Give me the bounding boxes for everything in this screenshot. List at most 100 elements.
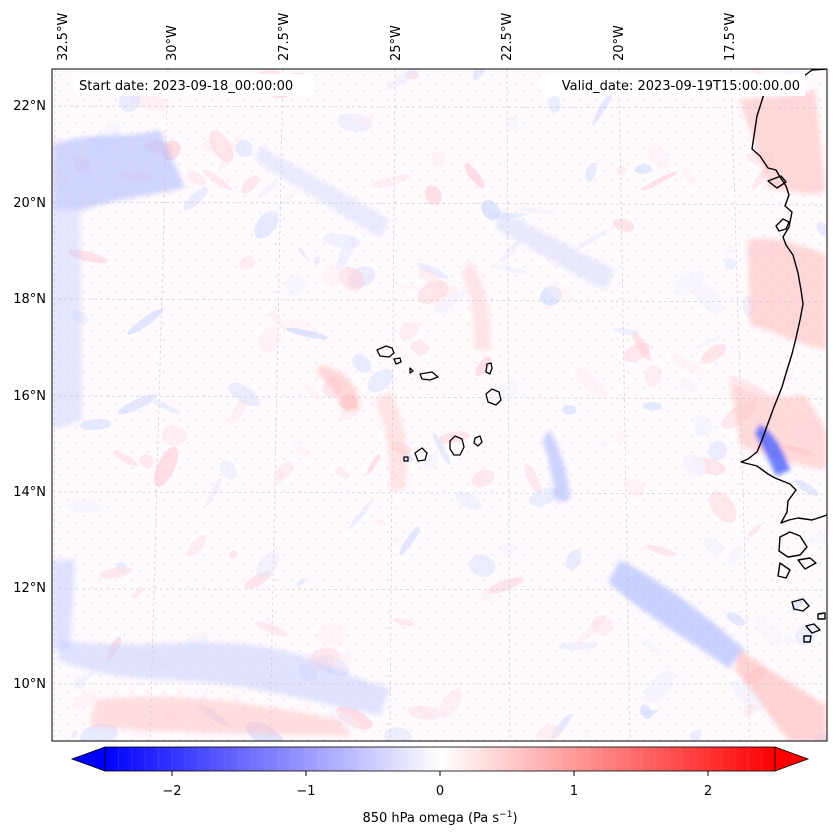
lon-label-30w: 30°W xyxy=(165,25,180,61)
omega-texture-patch xyxy=(219,460,237,480)
lat-label-20n: 20°N xyxy=(13,196,46,211)
omega-texture-patch xyxy=(99,566,133,579)
omega-texture-patch xyxy=(219,133,244,170)
omega-texture-patch xyxy=(514,207,556,214)
lon-label-32-5w: 32.5°W xyxy=(56,13,71,61)
colorbar-extension-outline xyxy=(70,746,106,772)
omega-texture-patch xyxy=(623,477,645,498)
omega-texture-patch xyxy=(352,353,372,373)
omega-texture-patch xyxy=(724,258,737,270)
omega-texture-patch xyxy=(424,185,442,206)
omega-texture-patch xyxy=(575,614,607,646)
omega-texture-patch xyxy=(366,453,381,475)
omega-texture-patch xyxy=(398,321,419,341)
omega-texture-patch xyxy=(781,372,794,384)
lon-label-25w: 25°W xyxy=(389,25,404,61)
omega-texture-patch xyxy=(255,621,289,637)
omega-texture-patch xyxy=(336,235,356,271)
omega-texture-patch xyxy=(475,356,492,377)
colorbar-label-0: 0 xyxy=(436,784,444,799)
omega-texture-patch xyxy=(397,284,421,291)
omega-texture-patch xyxy=(613,218,635,232)
start-date-background xyxy=(74,74,314,96)
omega-texture-patch xyxy=(72,675,87,690)
omega-texture-patch xyxy=(322,233,361,249)
omega-texture-patch xyxy=(241,175,259,194)
omega-texture-patch xyxy=(547,96,562,113)
omega-texture-patch xyxy=(550,714,572,740)
omega-texture-patch xyxy=(76,670,96,687)
omega-texture-patch xyxy=(585,163,597,182)
omega-texture-patch xyxy=(229,550,238,559)
omega-texture-patch xyxy=(481,199,500,220)
valid-date-label: Valid_date: 2023-09-19T15:00:00.00 xyxy=(562,79,800,94)
omega-texture-patch xyxy=(561,404,577,415)
colorbar-extension-outline-right xyxy=(774,746,810,772)
omega-texture-patch xyxy=(640,704,652,720)
colorbar-label-minus1: −1 xyxy=(296,784,315,799)
omega-texture-patch xyxy=(464,163,485,189)
lon-label-17-5w: 17.5°W xyxy=(723,13,738,61)
colorbar-title-close: ) xyxy=(512,811,517,826)
omega-texture-patch xyxy=(254,210,279,239)
omega-texture-patch xyxy=(545,281,574,303)
omega-texture-patch xyxy=(405,70,419,80)
omega-texture-patch xyxy=(805,532,827,547)
map-border xyxy=(51,68,828,742)
omega-texture-patch xyxy=(235,139,253,158)
omega-texture-patch xyxy=(268,309,287,330)
omega-texture-patch xyxy=(583,728,593,741)
omega-texture-patch xyxy=(623,342,651,363)
omega-texture-patch xyxy=(410,340,429,355)
omega-texture-patch xyxy=(689,730,703,741)
omega-texture-patch xyxy=(632,332,652,361)
start-date-label: Start date: 2023-09-18_00:00:00 xyxy=(79,79,293,94)
omega-texture-patch xyxy=(647,147,670,169)
omega-texture-patch xyxy=(147,397,181,415)
island-fogo xyxy=(414,447,428,462)
colorbar-label-minus2: −2 xyxy=(162,784,181,799)
omega-texture-patch xyxy=(296,578,306,587)
omega-texture-patch xyxy=(693,334,724,350)
omega-texture-patch xyxy=(187,534,207,557)
omega-texture-patch xyxy=(203,140,218,152)
omega-texture-patch xyxy=(700,344,727,364)
omega-texture-patch xyxy=(431,151,446,168)
lon-label-22-5w: 22.5°W xyxy=(500,13,515,61)
omega-texture-patch xyxy=(183,187,209,211)
omega-field xyxy=(52,69,827,741)
omega-texture-patch xyxy=(133,587,143,598)
omega-texture-patch xyxy=(256,551,280,578)
omega-texture-patch xyxy=(783,635,796,645)
omega-texture-patch xyxy=(455,492,482,510)
colorbar-title: 850 hPa omega (Pa s−1) xyxy=(362,810,517,826)
omega-texture-patch xyxy=(668,353,706,376)
omega-texture-patch xyxy=(303,383,322,400)
omega-texture-patch xyxy=(643,670,675,704)
omega-texture-patch xyxy=(80,418,112,431)
omega-texture-patch xyxy=(367,368,394,393)
colorbar-divisions xyxy=(118,747,762,771)
map-panel xyxy=(51,68,828,742)
omega-texture-patch xyxy=(350,114,374,126)
omega-texture-patch xyxy=(574,366,608,399)
omega-texture-patch xyxy=(638,635,664,657)
omega-texture-patch xyxy=(205,477,222,507)
lat-label-10n: 10°N xyxy=(13,677,46,692)
omega-texture-patch xyxy=(230,693,242,705)
omega-texture-patch xyxy=(536,724,562,741)
valid-date-background xyxy=(541,74,805,96)
omega-texture-patch xyxy=(592,88,614,125)
omega-texture-patch xyxy=(480,590,494,603)
omega-texture-patch xyxy=(557,641,598,650)
omega-texture-patch xyxy=(316,622,347,645)
omega-texture-patch xyxy=(337,113,373,132)
island-brava xyxy=(403,456,409,462)
omega-shading xyxy=(53,90,826,741)
island-sal xyxy=(485,362,493,375)
island-sao-vicente xyxy=(393,357,402,365)
african-coastline xyxy=(740,69,827,643)
omega-texture-patch xyxy=(500,543,515,558)
omega-texture-patch xyxy=(693,283,724,314)
